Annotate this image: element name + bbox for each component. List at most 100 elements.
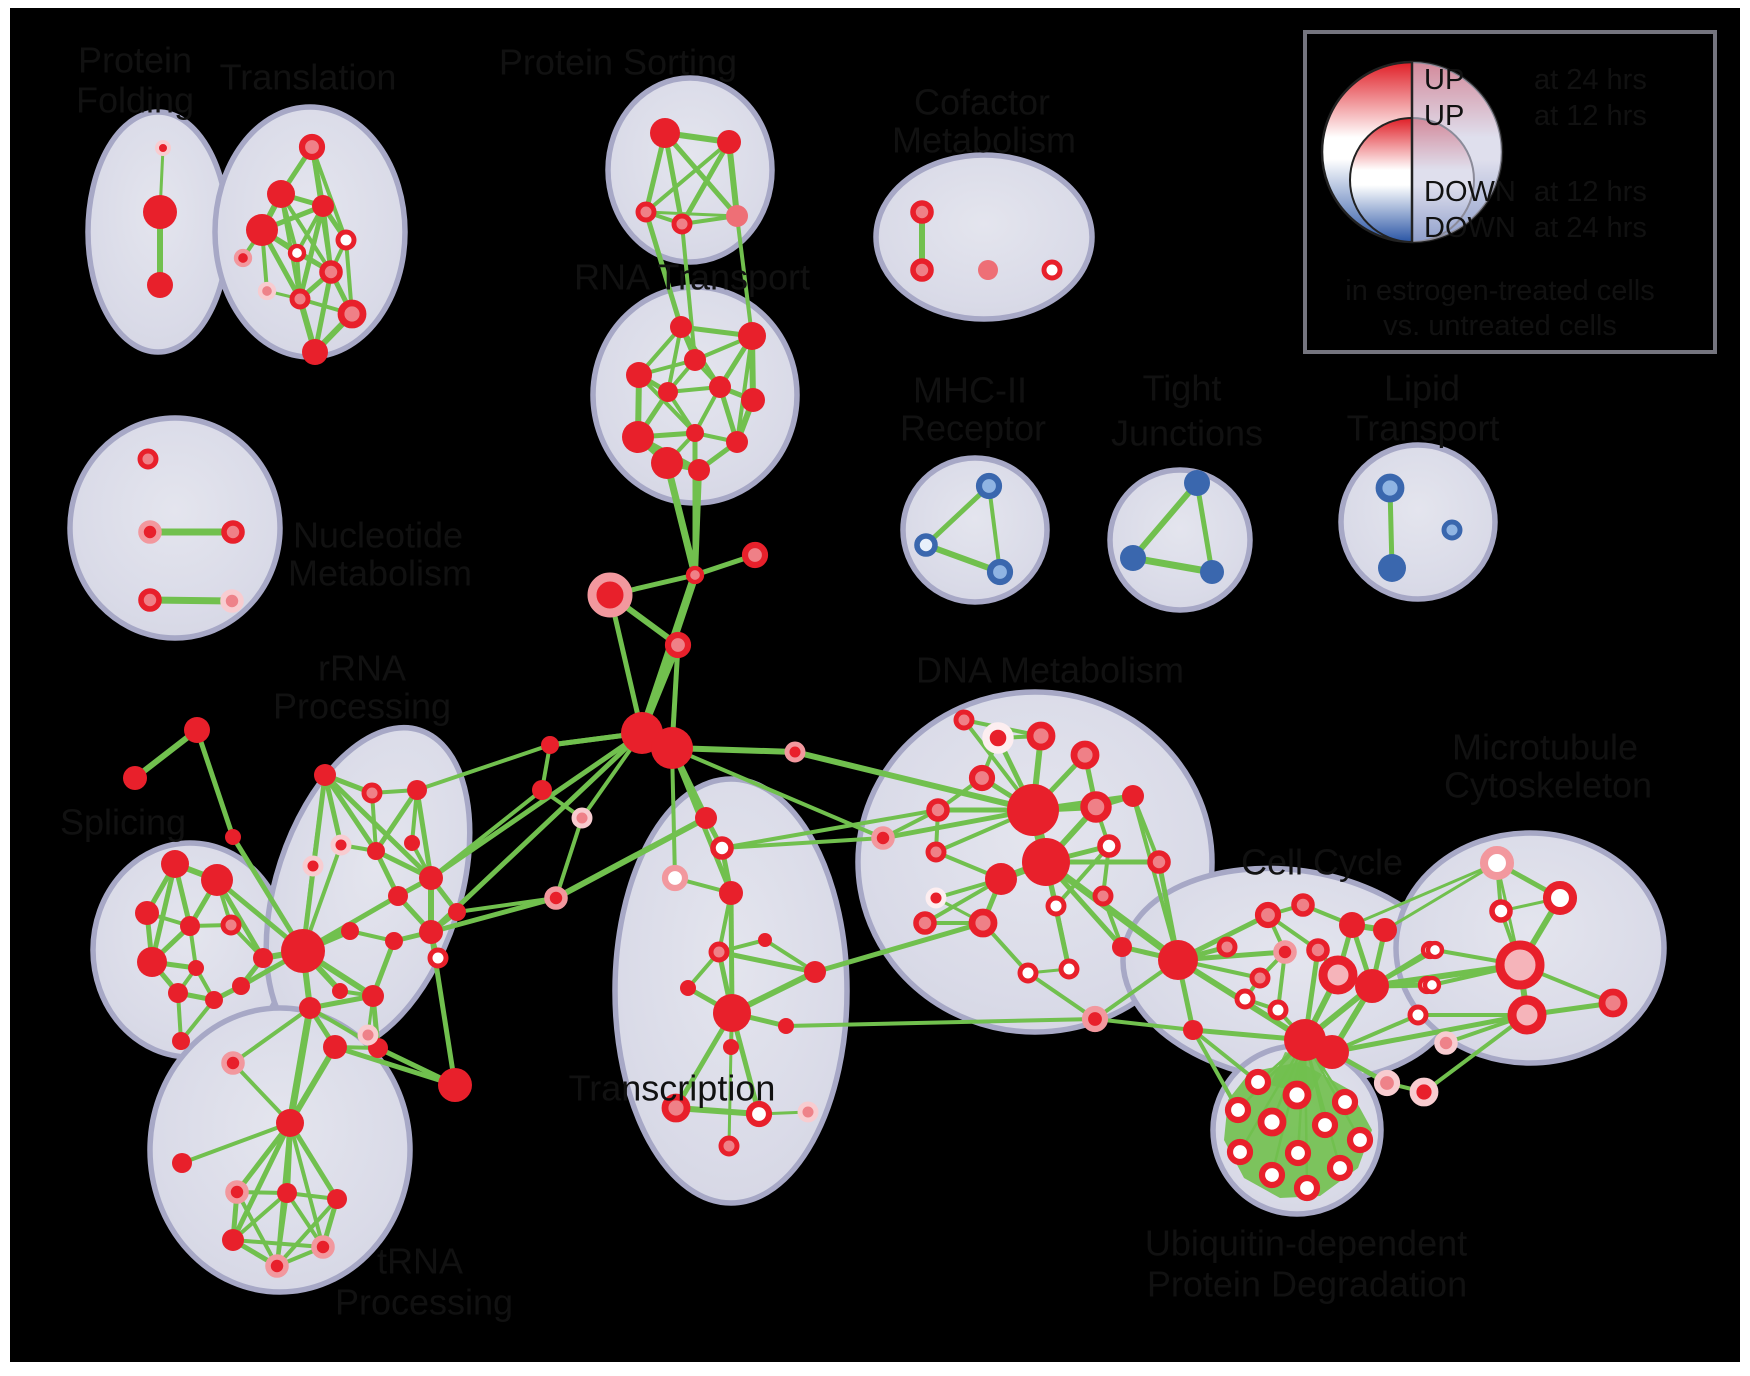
gene-node-tr4 [172,1153,192,1173]
gene-node-nm2 [138,520,162,544]
edge-cc3-mt1 [1351,861,1498,927]
gene-node-d1 [982,722,1014,754]
gene-node-nm5 [220,589,244,613]
gene-node-rt4 [684,349,706,371]
gene-node-d4 [968,764,996,792]
gene-node-x1 [184,717,210,743]
gene-node-d15 [925,887,947,909]
gene-node-cc1 [1254,901,1282,929]
gene-node-r15 [427,947,449,969]
gene-node-c8 [532,780,552,800]
gene-node-d13 [1097,834,1121,858]
gene-node-d20 [1017,962,1039,984]
edge-tr3-tr1 [287,1045,338,1125]
gene-node-s5 [220,914,242,936]
edge-ps3-rt1 [643,211,684,328]
gene-node-ps2 [717,130,741,154]
edge-x3-r10 [230,835,306,953]
gene-node-s1 [161,850,189,878]
cluster-label: Cofactor [914,82,1050,123]
gene-node-r21 [357,1024,379,1046]
gene-node-t9 [289,288,311,310]
legend-direction: DOWN [1424,212,1516,244]
gene-node-tr2 [221,1051,245,1075]
gene-node-d10 [985,863,1017,895]
legend-time: at 12 hrs [1534,100,1647,132]
edge-rt2-rt10 [735,335,754,443]
gene-node-d19 [1058,958,1080,980]
gene-node-d5 [926,798,950,822]
gene-node-tr1 [323,1035,347,1059]
gene-node-mt8 [1507,995,1547,1035]
legend-direction: UP [1424,100,1464,132]
cluster-label: Metabolism [892,120,1076,161]
gene-node-lt1 [1375,473,1405,503]
gene-node-u2 [1282,1080,1312,1110]
legend-time: at 12 hrs [1534,176,1647,208]
gene-node-d17 [1045,895,1067,917]
gene-node-mh3 [986,558,1014,586]
gene-node-cc6 [1273,940,1297,964]
gene-node-tr3 [276,1109,304,1137]
gene-node-rt2 [738,322,766,350]
gene-node-p3 [1409,1077,1439,1107]
edge-ps4-rt4 [680,223,697,361]
edge-d20-d22 [1026,971,1097,1021]
gene-node-tc10 [713,994,751,1032]
edge-tr3-tr9 [288,1122,325,1248]
gene-node-s11 [232,977,250,995]
edge-tc2-d6 [721,836,884,850]
edge-tj1-tj3 [1194,482,1215,573]
cluster-label: RNA Transport [574,257,810,298]
gene-node-x3 [225,829,241,845]
gene-node-t12 [233,248,253,268]
cluster-label: Receptor [900,408,1046,449]
gene-node-tr5 [225,1180,249,1204]
gene-node-cc13 [1315,1035,1349,1069]
gene-node-tc12 [723,1039,739,1055]
edge-t4-t9 [297,205,326,300]
gene-node-d8 [1007,784,1059,836]
gene-node-r10 [281,929,325,973]
gene-node-rt12 [688,459,710,481]
legend: UP at 24 hrs UP at 12 hrs DOWN at 12 hrs DOWN a… [1303,30,1717,354]
gene-node-rt6 [709,376,731,398]
gene-node-r17 [362,985,384,1007]
gene-node-s13 [253,948,273,968]
gene-node-p2 [1373,1069,1401,1097]
edge-r3-r9 [414,789,434,879]
legend-time: at 24 hrs [1534,64,1647,96]
gene-node-cc15 [1216,936,1238,958]
edge-ps3-ps5 [645,210,738,218]
gene-node-u8 [1226,1138,1254,1166]
gene-node-tr10 [265,1254,289,1278]
gene-node-t1 [298,133,326,161]
gene-node-d26 [953,709,975,731]
gene-node-pf3 [147,272,173,298]
gene-node-tc3 [661,864,689,892]
edge-tr3-tr5 [235,1121,292,1194]
edge-tc7-tc8 [718,949,816,975]
gene-node-u3 [1331,1088,1359,1116]
cluster-label: Ubiquitin-dependent [1145,1223,1467,1264]
gene-node-cm4 [1041,259,1063,281]
gene-node-r9 [419,866,443,890]
gene-node-c6 [651,727,693,769]
cluster-label: Translation [220,57,397,98]
cluster-label: Processing [335,1282,513,1323]
gene-node-mt9 [1598,988,1628,1018]
cluster-label: Splicing [60,802,186,843]
gene-node-rt8 [622,421,654,453]
cluster-mhc2-receptor [900,455,1050,605]
gene-node-x2 [123,766,147,790]
gene-node-d25 [913,911,937,935]
gene-node-tr9 [311,1235,335,1259]
edge-tr8-tr9 [232,1238,324,1249]
gene-node-tc16 [718,1135,740,1157]
gene-node-tc15 [797,1101,819,1123]
cluster-label: MHC-II [913,370,1027,411]
edge-ps2-ps3 [644,140,731,214]
edge-rt11-c2 [663,462,699,576]
edge-mh2-mh3 [924,542,1002,575]
